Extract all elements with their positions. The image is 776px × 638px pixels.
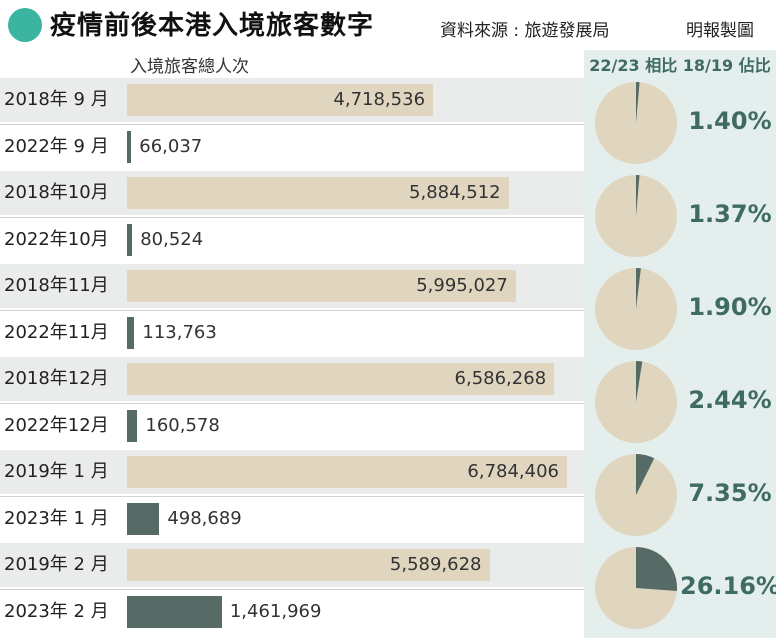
row-separator <box>0 310 584 311</box>
chart-title: 疫情前後本港入境旅客數字 <box>50 11 375 41</box>
credit-note: 明報製圖 <box>686 21 754 41</box>
bar-after <box>127 224 133 256</box>
value-label-after: 113,763 <box>142 322 217 343</box>
ratio-label: 1.90% <box>688 293 772 321</box>
ratio-pie <box>595 82 677 164</box>
bar-after <box>127 131 132 163</box>
ratio-pie <box>595 268 677 350</box>
title-bullet-icon <box>8 8 42 42</box>
ratio-pie <box>595 175 677 257</box>
pie-slice <box>636 175 640 216</box>
bar-subheading: 入境旅客總人次 <box>130 57 249 77</box>
row-label-after: 2022年10月 <box>4 229 109 250</box>
ratio-label: 2.44% <box>688 386 772 414</box>
ratio-label: 26.16% <box>680 572 776 600</box>
row-separator <box>0 124 584 125</box>
row-label-before: 2018年11月 <box>4 275 109 296</box>
ratio-label: 1.40% <box>688 107 772 135</box>
bar-before <box>127 363 555 395</box>
row-label-before: 2018年10月 <box>4 182 109 203</box>
value-label-after: 1,461,969 <box>229 601 322 622</box>
pie-slice <box>636 454 655 495</box>
pie-slice <box>636 268 641 309</box>
source-note: 資料來源 : 旅遊發展局 <box>440 21 610 41</box>
pie-slice <box>636 547 677 591</box>
bar-before <box>127 549 490 581</box>
row-label-after: 2022年 9 月 <box>4 136 109 157</box>
row-label-after: 2022年12月 <box>4 415 109 436</box>
ratio-label: 7.35% <box>688 479 772 507</box>
value-label-after: 80,524 <box>140 229 204 250</box>
bar-after <box>127 410 138 442</box>
value-label-before: 6,784,406 <box>467 461 559 482</box>
bar-before <box>127 270 516 302</box>
ratio-pie <box>595 547 677 629</box>
ratio-pie <box>595 454 677 536</box>
value-label-before: 6,586,268 <box>454 368 547 389</box>
bar-before <box>127 177 509 209</box>
row-label-before: 2018年 9 月 <box>4 89 109 110</box>
row-label-after: 2023年 1 月 <box>4 508 109 529</box>
pie-slice <box>636 361 643 402</box>
value-label-before: 5,589,628 <box>389 554 482 575</box>
bar-before <box>127 456 567 488</box>
row-separator <box>0 496 584 497</box>
row-label-after: 2023年 2 月 <box>4 601 109 622</box>
row-label-before: 2019年 2 月 <box>4 554 109 575</box>
bar-after <box>127 596 222 628</box>
value-label-after: 66,037 <box>139 136 203 157</box>
ratio-label: 1.37% <box>688 200 772 228</box>
bar-after <box>127 503 160 535</box>
ratio-heading: 22/23 相比 18/19 佔比 <box>589 56 771 75</box>
row-separator <box>0 589 584 590</box>
bar-after <box>127 317 135 349</box>
row-label-after: 2022年11月 <box>4 322 109 343</box>
value-label-after: 498,689 <box>167 508 242 529</box>
ratio-pie <box>595 361 677 443</box>
row-label-before: 2019年 1 月 <box>4 461 109 482</box>
bar-before <box>127 84 434 116</box>
header: 疫情前後本港入境旅客數字 資料來源 : 旅遊發展局 明報製圖 <box>0 0 776 48</box>
value-label-after: 160,578 <box>145 415 220 436</box>
row-label-before: 2018年12月 <box>4 368 109 389</box>
row-separator <box>0 403 584 404</box>
pie-slice <box>636 82 640 123</box>
value-label-before: 5,995,027 <box>416 275 508 296</box>
value-label-before: 5,884,512 <box>409 182 501 203</box>
row-separator <box>0 217 584 218</box>
value-label-before: 4,718,536 <box>333 89 426 110</box>
